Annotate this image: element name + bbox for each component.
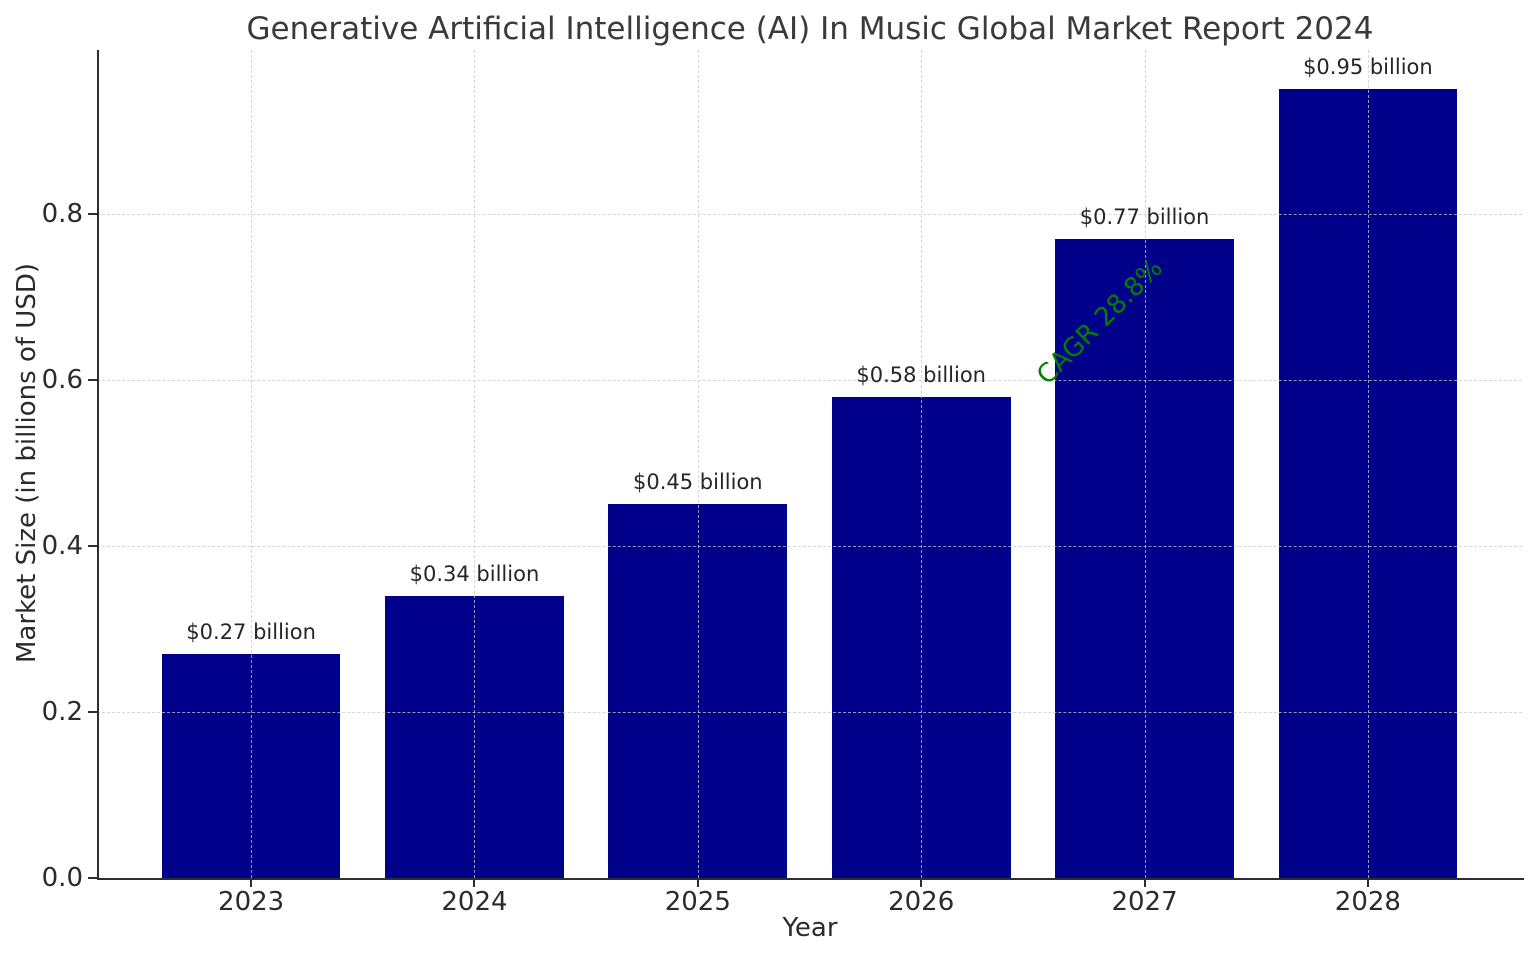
gridline-vertical [1367,50,1369,878]
y-tick-label: 0.0 [41,863,83,893]
bar-2026 [831,396,1011,878]
x-tick-label: 2026 [888,887,955,917]
bar-2025 [608,504,788,878]
bar-value-label: $0.45 billion [633,470,763,495]
bar-2023 [161,653,341,878]
gridline-horizontal [97,379,1522,381]
bar-2027 [1055,238,1234,878]
x-tick-mark [696,878,699,887]
x-tick-label: 2023 [218,887,285,917]
x-tick-mark [920,878,923,887]
gridline-horizontal [97,213,1522,215]
gridline-horizontal [97,878,1522,879]
bar-value-label: $0.34 billion [409,561,540,586]
x-tick-mark [1143,878,1146,887]
chart-title: Generative Artificial Intelligence (AI) … [246,11,1374,47]
y-tick-mark [88,544,97,547]
y-tick-label: 0.8 [41,198,83,229]
gridline-vertical [474,50,476,878]
gridline-vertical [1144,50,1146,878]
bar-value-label: $0.95 billion [1303,55,1433,80]
y-tick-label: 0.4 [41,530,83,561]
x-tick-label: 2028 [1334,887,1401,917]
y-tick-label: 0.2 [41,696,83,727]
y-axis-label: Market Size (in billions of USD) [12,262,42,664]
y-tick-mark [88,877,97,879]
gridline-horizontal [97,711,1522,713]
bar-value-label: $0.77 billion [1079,204,1210,229]
y-tick-label: 0.6 [41,364,83,395]
x-tick-mark [250,878,253,887]
gridline-horizontal [97,545,1522,547]
x-tick-label: 2024 [441,887,508,917]
x-tick-label: 2025 [664,887,731,917]
bar-value-label: $0.27 billion [186,619,316,644]
gridline-vertical [921,50,923,878]
x-axis-label: Year [782,913,838,943]
y-tick-mark [88,710,97,713]
y-tick-mark [88,378,97,381]
gridline-vertical [251,50,253,878]
y-tick-mark [88,212,97,215]
x-tick-label: 2027 [1111,887,1178,917]
bar-2028 [1278,89,1458,878]
x-tick-mark [1366,878,1369,887]
gridline-vertical [697,50,699,878]
bar-value-label: $0.58 billion [856,362,986,387]
x-tick-mark [473,878,476,887]
